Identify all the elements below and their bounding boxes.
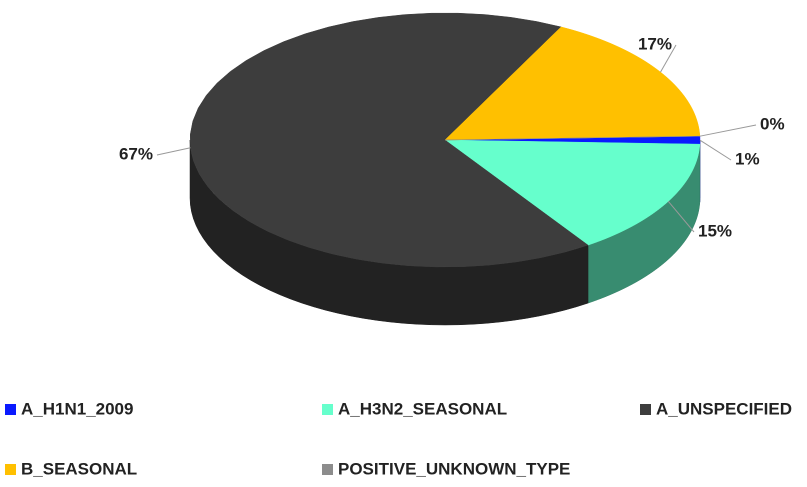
- legend-label: POSITIVE_UNKNOWN_TYPE: [338, 459, 570, 478]
- leader-line: [660, 44, 677, 73]
- slice: [189, 12, 589, 268]
- data-label: 17%: [638, 34, 672, 53]
- data-label: 0%: [760, 114, 785, 133]
- data-label: 15%: [698, 221, 732, 240]
- legend-swatch: [322, 404, 333, 415]
- legend-label: B_SEASONAL: [21, 459, 137, 478]
- legend-label: A_H1N1_2009: [21, 399, 133, 418]
- legend-swatch: [5, 464, 16, 475]
- slice: [444, 135, 700, 141]
- leader-line: [667, 201, 695, 233]
- data-label: 67%: [119, 144, 153, 163]
- legend-label: A_UNSPECIFIED: [656, 399, 792, 418]
- legend-swatch: [322, 464, 333, 475]
- data-label: 1%: [735, 149, 760, 168]
- leader-line: [699, 124, 757, 137]
- leader-line: [156, 147, 191, 156]
- legend-label: A_H3N2_SEASONAL: [338, 399, 507, 418]
- legend-swatch: [640, 404, 651, 415]
- leader-line: [699, 139, 732, 161]
- legend-swatch: [5, 404, 16, 415]
- slice: [444, 139, 701, 246]
